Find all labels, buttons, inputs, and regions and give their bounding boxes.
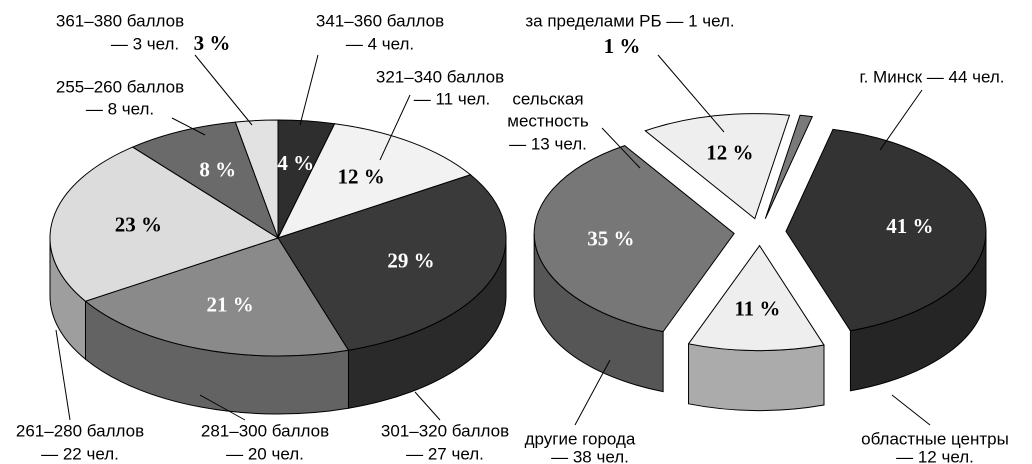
category-label: — 3 чел. [111, 34, 179, 53]
value-label: 29 % [387, 249, 434, 273]
category-label: — 38 чел. [551, 447, 629, 464]
slice-side [688, 343, 825, 412]
leader-line [657, 54, 725, 133]
slice [687, 244, 825, 352]
category-label: областные центры [861, 429, 1009, 448]
leader-line [171, 117, 206, 136]
category-label: — 22 чел. [41, 444, 119, 463]
value-label: 21 % [206, 293, 253, 317]
category-label: — 13 чел. [509, 134, 587, 153]
category-label: другие города [525, 429, 636, 448]
category-label: сельская [512, 89, 583, 108]
leader-line [574, 359, 611, 426]
slice [764, 114, 814, 219]
category-label: — 8 чел. [86, 99, 154, 118]
leader-line [55, 329, 71, 421]
category-label: — 27 чел. [406, 444, 484, 463]
leader-line [601, 127, 641, 169]
category-label: местность [507, 111, 589, 130]
category-label: — 20 чел. [226, 444, 304, 463]
value-label: 11 % [734, 297, 780, 321]
value-label: 35 % [587, 226, 634, 250]
leader-line [199, 394, 246, 421]
slice [49, 146, 280, 302]
leader-line [891, 394, 931, 426]
category-label: 301–320 баллов [381, 421, 509, 440]
slice [277, 123, 472, 239]
category-label: 255–260 баллов [56, 77, 184, 96]
leader-line [299, 54, 319, 126]
category-label: — 12 чел. [896, 447, 974, 464]
leader-line [379, 94, 411, 161]
category-label: 361–380 баллов [56, 11, 184, 30]
category-label: — 4 чел. [346, 34, 414, 53]
category-label: за пределами РБ — 1 чел. [525, 11, 734, 30]
category-label: 341–360 баллов [316, 11, 444, 30]
value-label: 23 % [115, 212, 162, 236]
slice [533, 145, 735, 333]
slice [84, 237, 350, 357]
value-label: 1 % [604, 34, 641, 58]
value-label: 12 % [337, 165, 384, 189]
category-label: г. Минск — 44 чел. [859, 67, 1004, 86]
value-label: 41 % [886, 214, 933, 238]
value-label: 3 % [194, 31, 231, 55]
leader-line [194, 54, 253, 126]
slice [277, 174, 507, 351]
value-label: 4 % [277, 151, 314, 175]
slice [785, 128, 987, 332]
slice [644, 113, 791, 220]
category-label: 281–300 баллов [201, 421, 329, 440]
category-label: 321–340 баллов [376, 67, 504, 86]
value-label: 8 % [199, 158, 236, 182]
slice [131, 121, 279, 240]
category-label: — 11 чел. [414, 89, 490, 108]
value-label: 12 % [706, 141, 753, 165]
leader-line [879, 89, 923, 151]
leader-line [414, 391, 441, 421]
category-label: 261–280 баллов [16, 421, 144, 440]
